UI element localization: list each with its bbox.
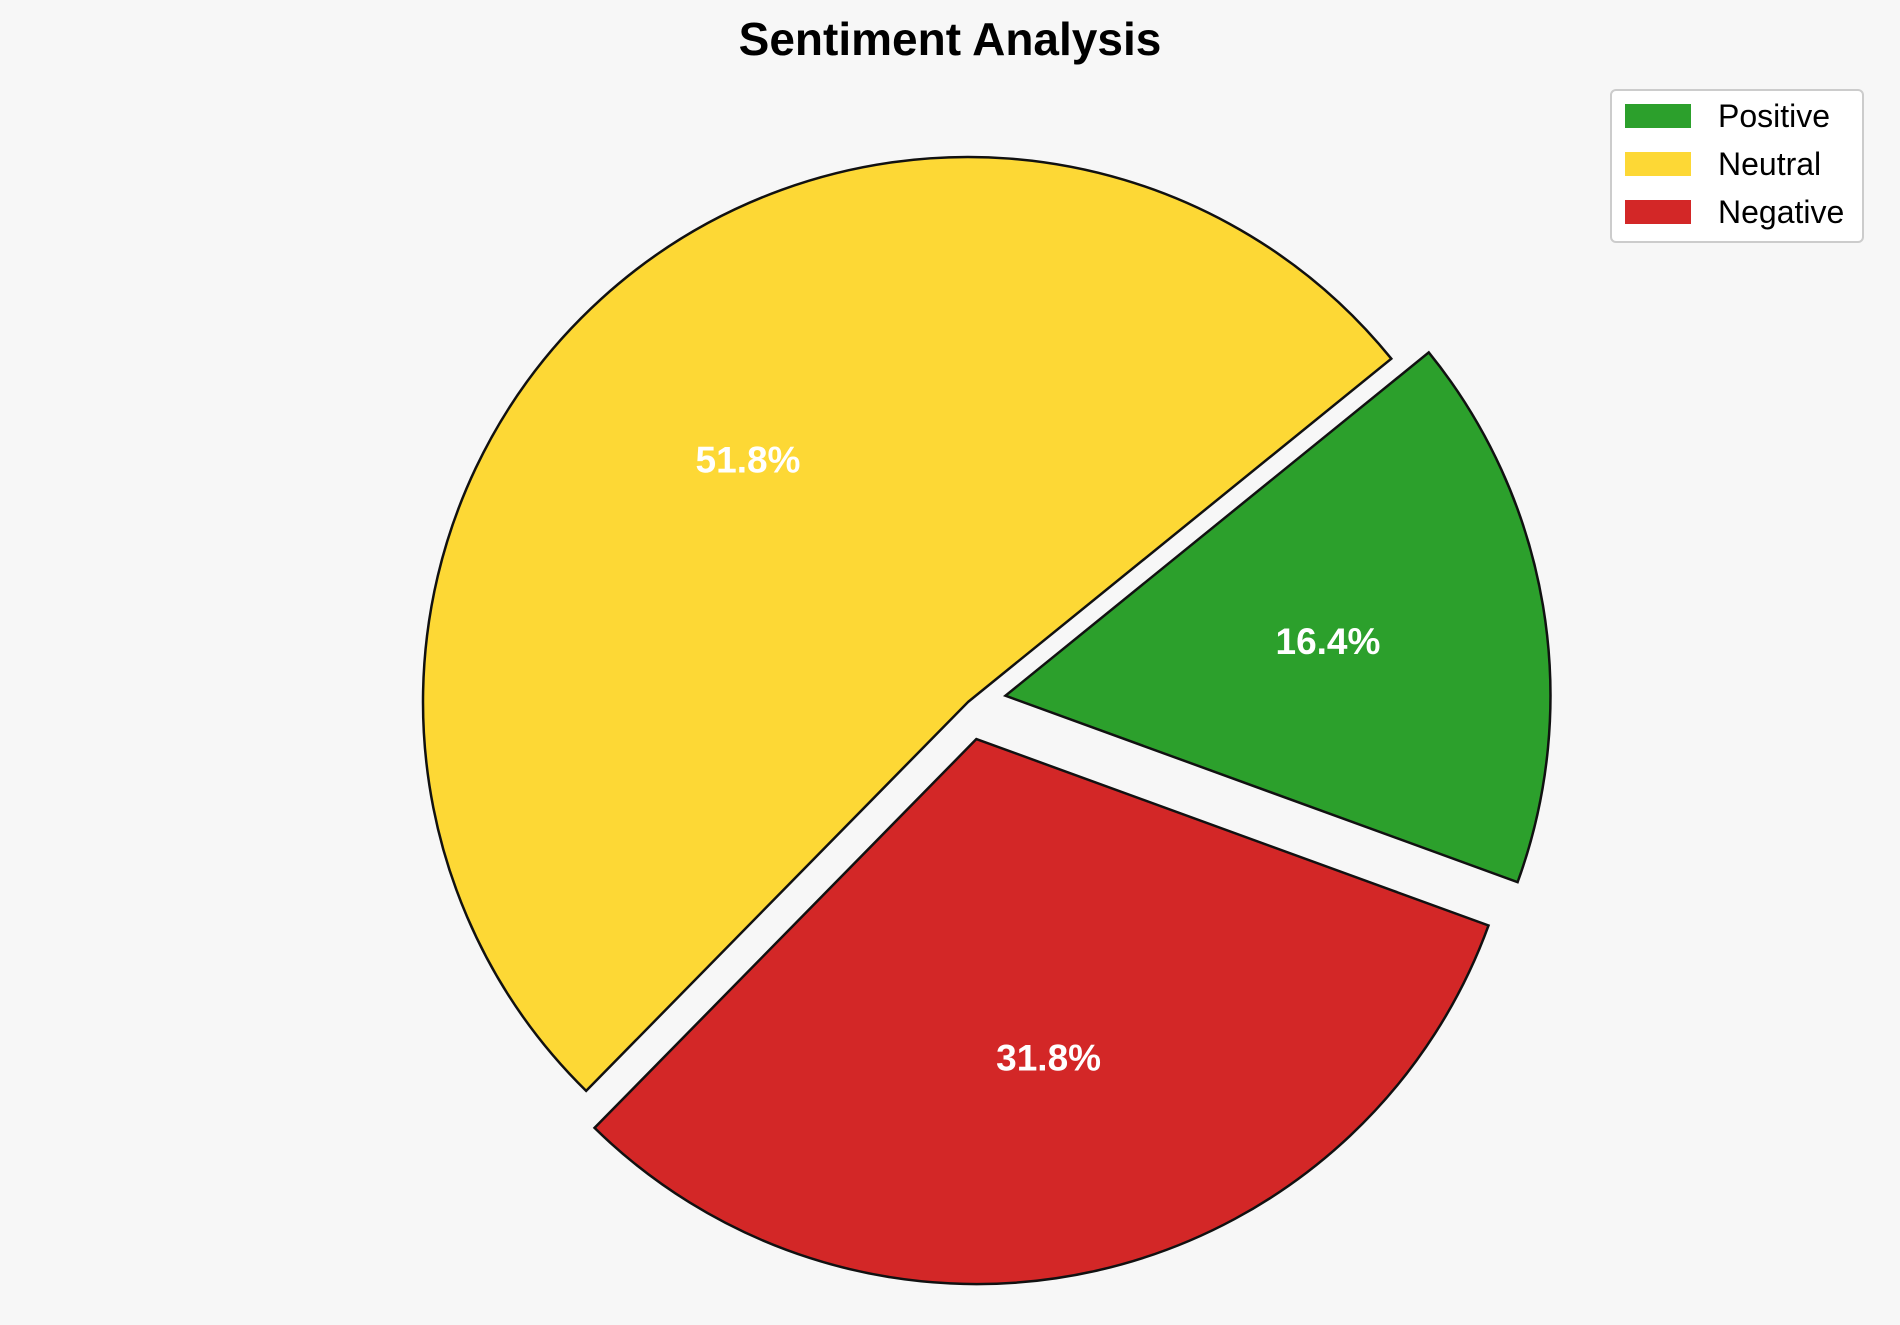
legend-swatch-positive (1625, 104, 1691, 128)
pie-label-negative: 31.8% (996, 1037, 1101, 1078)
legend-label-negative: Negative (1718, 194, 1844, 230)
pie-slice-negative (592, 737, 1491, 1286)
legend-label-neutral: Neutral (1718, 146, 1821, 182)
pie-label-neutral: 51.8% (696, 440, 801, 481)
pie-label-positive: 16.4% (1276, 621, 1381, 662)
pie-slice-positive (1002, 350, 1552, 884)
legend-items: Positive Neutral Negative (1625, 98, 1844, 230)
pie-slice-neutral (421, 155, 1394, 1093)
pie-slice-labels: 16.4% 51.8% 31.8% (696, 440, 1381, 1079)
pie-slices (421, 155, 1552, 1286)
legend-label-positive: Positive (1718, 98, 1830, 134)
legend: Positive Neutral Negative (1610, 89, 1864, 243)
legend-swatch-negative (1625, 200, 1691, 224)
chart-title: Sentiment Analysis (739, 13, 1162, 65)
legend-swatch-neutral (1625, 152, 1691, 176)
